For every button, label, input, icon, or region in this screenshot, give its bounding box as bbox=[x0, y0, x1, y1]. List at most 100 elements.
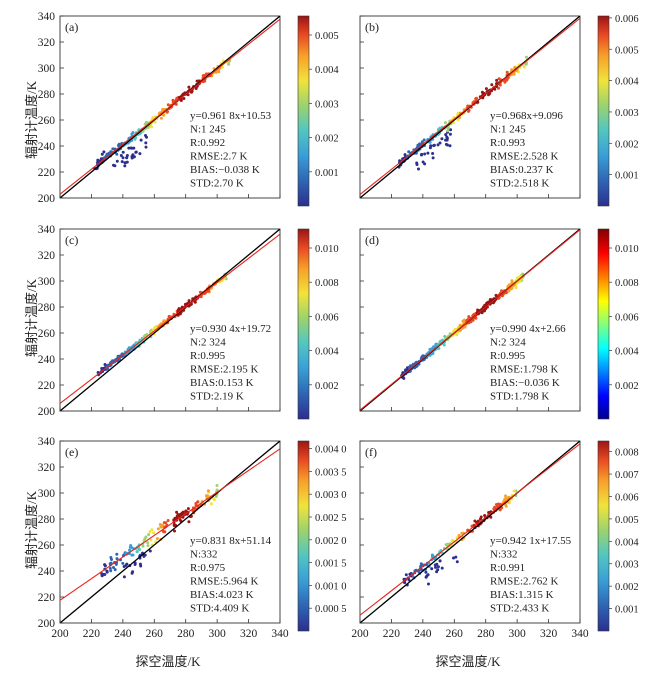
stat-line: RMSE:2.195 K bbox=[190, 364, 259, 376]
data-point bbox=[490, 83, 494, 87]
data-point bbox=[155, 537, 159, 541]
data-point bbox=[506, 284, 510, 288]
y-tick-label: 200 bbox=[38, 406, 56, 418]
data-point bbox=[127, 146, 131, 150]
data-point bbox=[111, 147, 115, 151]
data-point bbox=[487, 511, 491, 514]
data-point bbox=[139, 138, 143, 142]
data-point bbox=[448, 144, 452, 148]
data-point bbox=[206, 489, 210, 493]
data-point bbox=[479, 515, 483, 519]
stat-line: RMSE:1.798 K bbox=[490, 364, 559, 376]
data-point bbox=[174, 102, 178, 106]
stat-line: RMSE:5.964 K bbox=[190, 576, 259, 588]
y-tick-label: 340 bbox=[38, 436, 56, 448]
fit-line bbox=[60, 448, 280, 601]
data-point bbox=[184, 509, 188, 513]
data-point bbox=[144, 145, 148, 149]
stat-line: BIAS:−0.036 K bbox=[490, 377, 560, 389]
data-point bbox=[500, 289, 503, 293]
data-point bbox=[497, 77, 501, 81]
data-point bbox=[209, 502, 213, 506]
data-point bbox=[466, 104, 470, 108]
data-point bbox=[426, 151, 430, 155]
data-point bbox=[474, 316, 478, 320]
y-tick-label: 240 bbox=[38, 354, 56, 366]
data-point bbox=[443, 121, 447, 125]
y-tick-label: 260 bbox=[38, 328, 56, 340]
y-tick-label: 320 bbox=[38, 462, 56, 474]
data-point bbox=[164, 521, 168, 525]
data-point bbox=[115, 552, 119, 556]
data-point bbox=[179, 99, 183, 102]
y-tick-label: 220 bbox=[38, 167, 56, 179]
data-point bbox=[215, 484, 219, 487]
data-point bbox=[419, 562, 423, 566]
colorbar-tick-label: 0.004 0 bbox=[315, 445, 347, 456]
x-tick-label: 240 bbox=[414, 628, 432, 640]
data-point bbox=[404, 573, 408, 577]
y-tick-label: 340 bbox=[38, 11, 56, 23]
data-point bbox=[428, 140, 432, 144]
y-tick-label: 340 bbox=[38, 224, 56, 236]
colorbar bbox=[597, 440, 610, 632]
colorbar-tick-label: 0.002 0 bbox=[315, 536, 347, 547]
stat-line: y=0.831 8x+51.14 bbox=[190, 535, 272, 547]
colorbar-tick-label: 0.002 bbox=[315, 381, 339, 392]
colorbar-tick-label: 0.005 bbox=[615, 515, 639, 526]
y-axis-title-row3: 辐射计温度/K bbox=[24, 490, 39, 569]
data-point bbox=[205, 72, 208, 76]
colorbar-tick-label: 0.004 bbox=[615, 537, 639, 548]
colorbar-tick-label: 0.006 bbox=[315, 312, 339, 323]
colorbar bbox=[297, 440, 310, 632]
y-tick-label: 200 bbox=[38, 618, 56, 630]
data-point bbox=[445, 138, 449, 142]
data-point bbox=[492, 507, 496, 511]
data-point bbox=[515, 276, 519, 280]
stat-line: y=0.930 4x+19.72 bbox=[190, 323, 271, 335]
data-point bbox=[446, 126, 450, 130]
data-point bbox=[120, 160, 124, 164]
stat-line: R:0.993 bbox=[490, 137, 526, 149]
data-point bbox=[149, 538, 153, 542]
stat-line: RMSE:2.7 K bbox=[190, 151, 248, 163]
data-point bbox=[105, 570, 109, 574]
data-point bbox=[119, 154, 123, 157]
colorbar-tick-label: 0.003 0 bbox=[315, 490, 347, 501]
x-tick-label: 300 bbox=[509, 628, 527, 640]
stat-line: BIAS:4.023 K bbox=[190, 589, 254, 601]
data-point bbox=[150, 528, 154, 532]
data-point bbox=[484, 87, 488, 91]
fit-line bbox=[360, 229, 580, 411]
data-point bbox=[103, 573, 107, 576]
stat-line: N:332 bbox=[190, 549, 218, 561]
colorbar bbox=[597, 228, 610, 420]
panel-label: (e) bbox=[65, 445, 78, 459]
stat-line: N:1 245 bbox=[490, 124, 526, 136]
data-point bbox=[432, 144, 436, 148]
data-point bbox=[152, 531, 156, 535]
data-point bbox=[138, 548, 142, 551]
identity-line bbox=[60, 229, 280, 411]
stat-line: STD:2.433 K bbox=[490, 603, 549, 615]
colorbar-tick-label: 0.002 bbox=[315, 134, 339, 145]
data-point bbox=[110, 558, 113, 561]
data-point bbox=[121, 150, 125, 154]
data-point bbox=[424, 570, 428, 574]
data-point bbox=[109, 569, 113, 573]
data-point bbox=[505, 70, 509, 74]
data-point bbox=[144, 535, 148, 539]
data-point bbox=[495, 78, 499, 82]
colorbar-tick-label: 0.006 bbox=[615, 312, 639, 323]
fit-line bbox=[360, 17, 580, 195]
data-point bbox=[198, 290, 202, 294]
colorbar-tick-label: 0.000 5 bbox=[315, 604, 347, 615]
stat-line: RMSE:2.528 K bbox=[490, 151, 559, 163]
stat-line: BIAS:1.315 K bbox=[490, 589, 554, 601]
x-tick-label: 340 bbox=[271, 628, 289, 640]
stat-line: STD:4.409 K bbox=[190, 603, 249, 615]
y-tick-label: 260 bbox=[38, 115, 56, 127]
stat-line: N:2 324 bbox=[490, 337, 526, 349]
data-point bbox=[446, 129, 450, 133]
data-point bbox=[442, 343, 446, 347]
